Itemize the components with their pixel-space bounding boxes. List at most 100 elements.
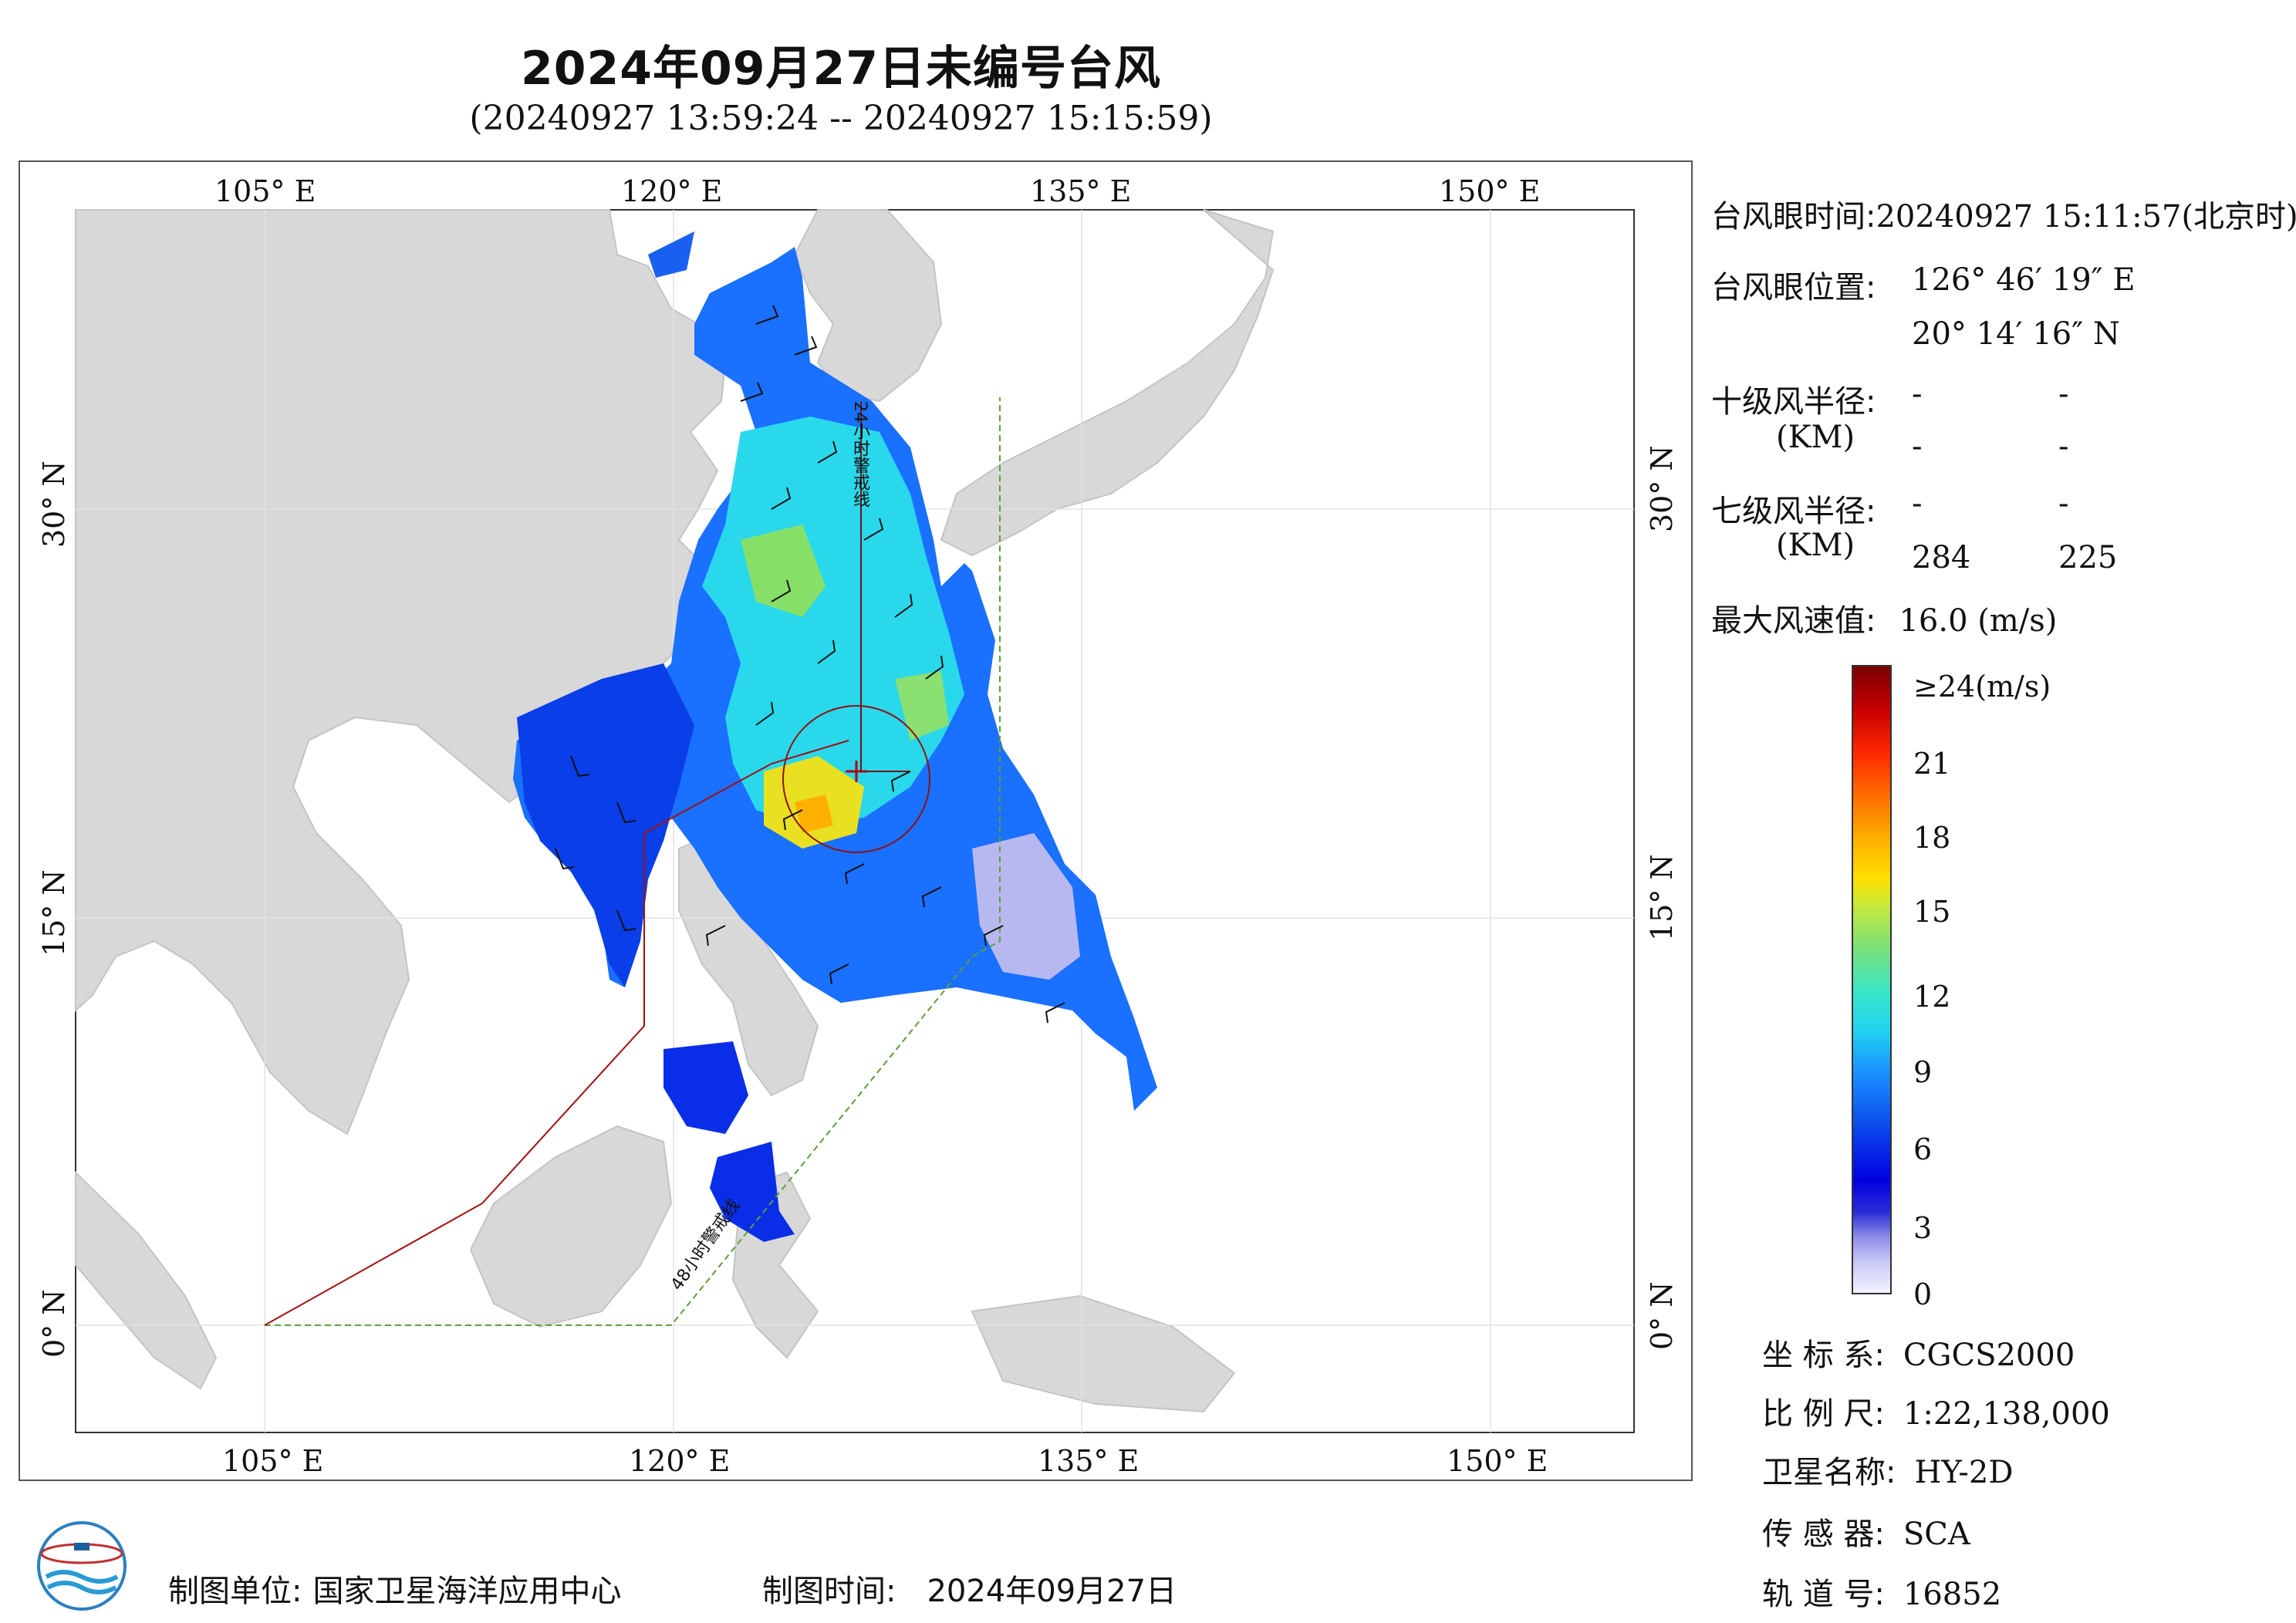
max-wind-label: 最大风速值: [1711,603,1876,639]
wind-barb [890,771,911,792]
sensor: 传 感 器: SCA [1762,1509,1970,1554]
wind-barb [771,487,792,510]
orbit: 轨 道 号: 16852 [1762,1569,2001,1614]
wind-swath [513,231,1157,1242]
r7-wind-circle [782,705,930,853]
eye-time-value: 20240927 15:11:57(北京时) [1876,199,2296,235]
production-date-value: 2024年09月27日 [927,1574,1177,1609]
eye-time-label: 台风眼时间: [1711,199,1876,235]
production-date: 制图时间: 2024年09月27日 [762,1566,1177,1611]
map-frame [19,160,1693,1481]
wind-barb [755,305,779,325]
eye-longitude: 126° 46′ 19″ E [1912,262,2136,298]
wind-barb [771,579,792,602]
wind-barb [570,755,590,778]
land-borneo [469,1125,673,1328]
wind-barb [1045,1002,1065,1024]
lat-tick-left-30: 30° N [37,461,71,548]
land-japan [940,209,1275,557]
lat-tick-right-15: 15° N [1645,854,1679,941]
production-date-label: 制图时间: [762,1574,896,1609]
satellite-value: HY-2D [1914,1455,2014,1490]
r10-value-3: - [1912,429,1923,464]
scale-label: 比 例 尺: [1762,1396,1885,1432]
wind-barb [844,863,865,885]
colorbar-label-21: 21 [1913,747,1951,781]
wind-barb [755,701,775,726]
colorbar-label-24: ≥24(m/s) [1913,670,2051,704]
colorbar-label-3: 3 [1913,1211,1933,1245]
crs: 坐 标 系: CGCS2000 [1762,1330,2075,1375]
r7-value-3: 284 [1912,540,1971,575]
eye-latitude: 20° 14′ 16″ N [1912,316,2120,352]
swath-south-a [663,1041,748,1134]
wind-barb [925,655,944,680]
land-asia-mainland [75,209,727,1135]
typhoon-eye-marker [846,761,867,782]
crs-label: 坐 标 系: [1762,1338,1885,1373]
lon-tick-top-120: 120° E [621,174,723,208]
lon-tick-top-150: 150° E [1439,174,1541,208]
orbit-label: 轨 道 号: [1762,1577,1885,1612]
wind-barb [921,886,942,908]
sensor-label: 传 感 器: [1762,1517,1885,1552]
map-title: 2024年09月27日未编号台风 [521,42,1161,96]
r10-unit: (KM) [1776,420,1855,455]
swath-orange-core [795,795,833,833]
swath-west [517,663,694,987]
r7-value-1: - [1912,486,1923,521]
wind-barb [705,925,726,946]
r10-value-2: - [2058,376,2069,412]
satellite: 卫星名称: HY-2D [1762,1447,2013,1492]
lat-tick-left-0: 0° N [37,1289,71,1358]
wind-barb [983,925,1004,946]
swath-south-b [710,1142,795,1242]
swath-north-top [648,231,694,278]
r7-label: 七级风半径: [1711,494,1876,529]
wind-barb [817,440,838,464]
colorbar-label-18: 18 [1913,821,1951,855]
scale: 比 例 尺: 1:22,138,000 [1762,1388,2110,1433]
wind-barb [863,518,884,541]
lon-tick-bottom-135: 135° E [1038,1444,1140,1478]
wind-barbs [555,305,1065,1024]
orbit-value: 16852 [1903,1577,2002,1612]
scale-value: 1:22,138,000 [1903,1396,2110,1432]
wind-barb [782,809,803,831]
colorbar-label-9: 9 [1913,1055,1933,1089]
crs-value: CGCS2000 [1903,1338,2075,1373]
land-sumatra [75,1170,218,1390]
eye-time: 台风眼时间:20240927 15:11:57(北京时) [1711,191,2296,236]
wind-barb [740,382,764,402]
wind-barb [817,639,836,664]
r10-value-1: - [1912,376,1923,412]
swath-green-core [741,525,826,617]
lon-tick-top-135: 135° E [1030,174,1132,208]
r7-value-4: 225 [2058,540,2118,575]
wind-barb [555,848,575,870]
r7-unit: (KM) [1776,528,1855,563]
colorbar-label-0: 0 [1913,1277,1933,1311]
warning-line-24h-label: 24小时警戒线 [850,401,869,508]
warning-line-48h [265,397,1001,1326]
eye-position-label: 台风眼位置: [1711,270,1876,305]
nine-dash-line [264,740,849,1326]
nsoas-logo [37,1521,127,1611]
r10-value-4: - [2058,429,2069,464]
wind-barb [616,801,636,824]
swath-green-east [895,671,949,741]
lat-tick-left-15: 15° N [37,869,71,957]
swath-cyan-band [702,417,964,825]
wind-barb [894,593,913,618]
map-subtitle: (20240927 13:59:24 -- 20240927 15:15:59) [469,99,1213,138]
wind-speed-colorbar [1852,665,1892,1294]
producer-label: 制图单位: [168,1574,302,1609]
lat-tick-right-30: 30° N [1645,445,1679,532]
lon-tick-top-105: 105° E [214,174,316,208]
sensor-value: SCA [1903,1517,1970,1552]
r7-value-2: - [2058,486,2069,521]
max-wind: 最大风速值: 16.0 (m/s) [1711,596,2057,640]
lon-tick-bottom-150: 150° E [1447,1444,1548,1478]
colorbar-label-15: 15 [1913,895,1951,929]
